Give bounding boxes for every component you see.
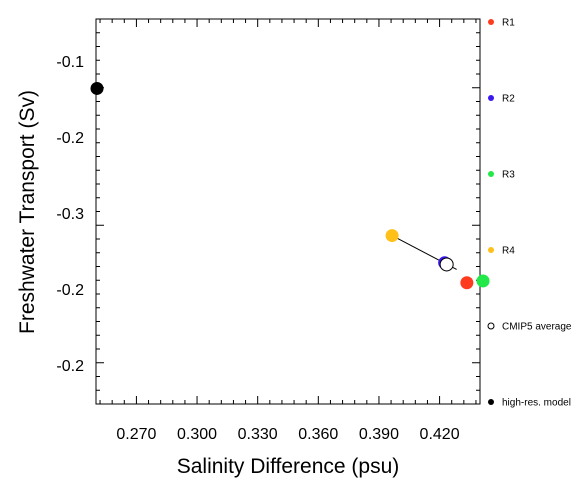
x-tick-label: 0.300 [177,426,217,443]
x-tick-label: 0.360 [298,426,338,443]
y-axis-tick-labels: -0.1 -0.2 -0.3 -0.2 -0.2 [56,54,84,375]
y-axis-ticks [96,18,480,405]
legend-marker-r3 [488,171,494,177]
legend-label-cmip5-average: CMIP5 average [502,322,572,333]
point-r3 [476,274,490,288]
legend-label-r4: R4 [502,246,515,257]
legend-label-r1: R1 [502,18,515,29]
y-axis-title: Freshwater Transport (Sv) [16,90,39,334]
legend-marker-r4 [488,247,494,253]
legend: R1 R2 R3 R4 CMIP5 average high-res. model [487,18,572,409]
legend-marker-r2 [488,95,494,101]
x-tick-label: 0.270 [116,426,156,443]
y-tick-label: -0.2 [56,358,84,375]
x-tick-label: 0.390 [359,426,399,443]
y-tick-label: -0.3 [56,206,84,223]
point-cmip5-average [439,257,454,272]
legend-marker-high-res-model [488,399,494,405]
legend-marker-cmip5-average [487,322,495,330]
plot-frame [95,18,481,405]
point-high-res-model [90,81,104,95]
y-tick-label: -0.1 [56,54,84,71]
point-r4 [385,229,399,243]
legend-label-r3: R3 [502,170,515,181]
x-axis-ticks [99,19,477,404]
x-axis-title: Salinity Difference (psu) [177,455,400,478]
legend-label-r2: R2 [502,94,515,105]
x-tick-label: 0.330 [238,426,278,443]
x-axis-tick-labels: 0.270 0.300 0.330 0.360 0.390 0.420 [116,426,459,443]
data-points [90,81,490,290]
point-r1 [460,276,474,290]
y-tick-label: -0.2 [56,130,84,147]
y-tick-label: -0.2 [56,282,84,299]
x-tick-label: 0.420 [420,426,460,443]
legend-label-high-res-model: high-res. model [502,398,571,409]
legend-marker-r1 [488,19,494,25]
